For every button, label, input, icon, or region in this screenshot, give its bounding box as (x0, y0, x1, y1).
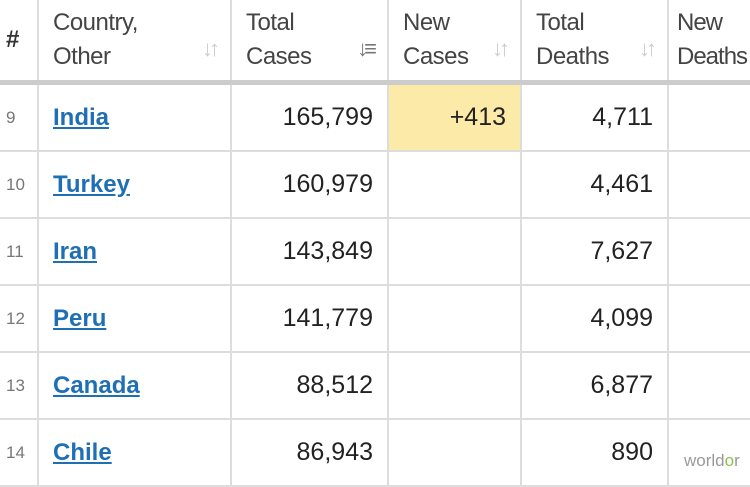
header-row: # Country, Other ↓↑ Total Cases ↓≡ New Cases ↓… (0, 0, 750, 85)
sort-arrows-icon[interactable]: ↓↑ (492, 36, 510, 61)
row-number: 13 (0, 352, 39, 420)
new-deaths-cell (668, 352, 750, 420)
country-cell: Iran (38, 218, 232, 286)
new-cases-cell (388, 285, 522, 353)
header-total-deaths[interactable]: Total Deaths ↓↑ (521, 0, 669, 85)
logo-text: world (684, 451, 725, 470)
sort-descending-icon[interactable]: ↓≡ (357, 36, 377, 61)
header-label: New (403, 9, 450, 36)
total-deaths-cell: 4,711 (521, 82, 669, 152)
header-new-cases[interactable]: New Cases ↓↑ (388, 0, 522, 85)
total-deaths-cell: 7,627 (521, 218, 669, 286)
total-cases-cell: 160,979 (231, 151, 389, 219)
country-link[interactable]: Canada (53, 372, 140, 399)
country-link[interactable]: Peru (53, 305, 107, 332)
table-row: 13 Canada 88,512 6,877 (0, 352, 750, 420)
header-country[interactable]: Country, Other ↓↑ (38, 0, 232, 85)
new-deaths-cell (668, 218, 750, 286)
header-new-deaths[interactable]: New Deaths (668, 0, 750, 85)
new-cases-cell (388, 151, 522, 219)
total-cases-cell: 86,943 (231, 419, 389, 487)
row-number: 14 (0, 419, 39, 487)
header-number: # (0, 0, 39, 85)
header-label: Total (246, 9, 295, 36)
total-deaths-cell: 4,099 (521, 285, 669, 353)
table-row: 9 India 165,799 +413 4,711 (0, 82, 750, 152)
new-cases-cell (388, 419, 522, 487)
header-label: Other (53, 43, 111, 70)
header-label: Deaths (536, 43, 610, 70)
row-number: 12 (0, 285, 39, 353)
total-deaths-cell: 4,461 (521, 151, 669, 219)
country-link[interactable]: Turkey (53, 171, 130, 198)
header-total-cases[interactable]: Total Cases ↓≡ (231, 0, 389, 85)
new-deaths-cell (668, 151, 750, 219)
total-deaths-cell: 6,877 (521, 352, 669, 420)
row-number: 10 (0, 151, 39, 219)
header-label: Deaths (677, 43, 748, 70)
total-cases-cell: 88,512 (231, 352, 389, 420)
new-deaths-cell (668, 82, 750, 152)
header-label: Country, (53, 9, 138, 36)
new-cases-cell (388, 352, 522, 420)
sort-arrows-icon[interactable]: ↓↑ (639, 36, 657, 61)
new-cases-cell: +413 (388, 82, 522, 152)
country-link[interactable]: Chile (53, 439, 112, 466)
new-deaths-cell (668, 285, 750, 353)
header-label: Cases (246, 43, 312, 70)
country-link[interactable]: India (53, 104, 110, 131)
table-row: 12 Peru 141,779 4,099 (0, 285, 750, 353)
logo-text: r (734, 451, 740, 470)
total-cases-cell: 165,799 (231, 82, 389, 152)
country-cell: Canada (38, 352, 232, 420)
total-deaths-cell: 890 (521, 419, 669, 487)
country-cell: Turkey (38, 151, 232, 219)
worldometer-logo: worldor (684, 451, 740, 471)
sort-arrows-icon[interactable]: ↓↑ (202, 36, 220, 61)
row-number: 9 (0, 82, 39, 152)
header-label: Cases (403, 43, 469, 70)
country-cell: Peru (38, 285, 232, 353)
country-link[interactable]: Iran (53, 238, 98, 265)
logo-text: o (724, 451, 735, 470)
header-label: New (677, 9, 723, 36)
country-cell: Chile (38, 419, 232, 487)
table-row: 11 Iran 143,849 7,627 (0, 218, 750, 286)
total-cases-cell: 141,779 (231, 285, 389, 353)
new-cases-cell (388, 218, 522, 286)
table-row: 10 Turkey 160,979 4,461 (0, 151, 750, 219)
country-cell: India (38, 82, 232, 152)
total-cases-cell: 143,849 (231, 218, 389, 286)
header-label: Total (536, 9, 585, 36)
table-row: 14 Chile 86,943 890 (0, 419, 750, 487)
row-number: 11 (0, 218, 39, 286)
new-deaths-cell (668, 419, 750, 487)
